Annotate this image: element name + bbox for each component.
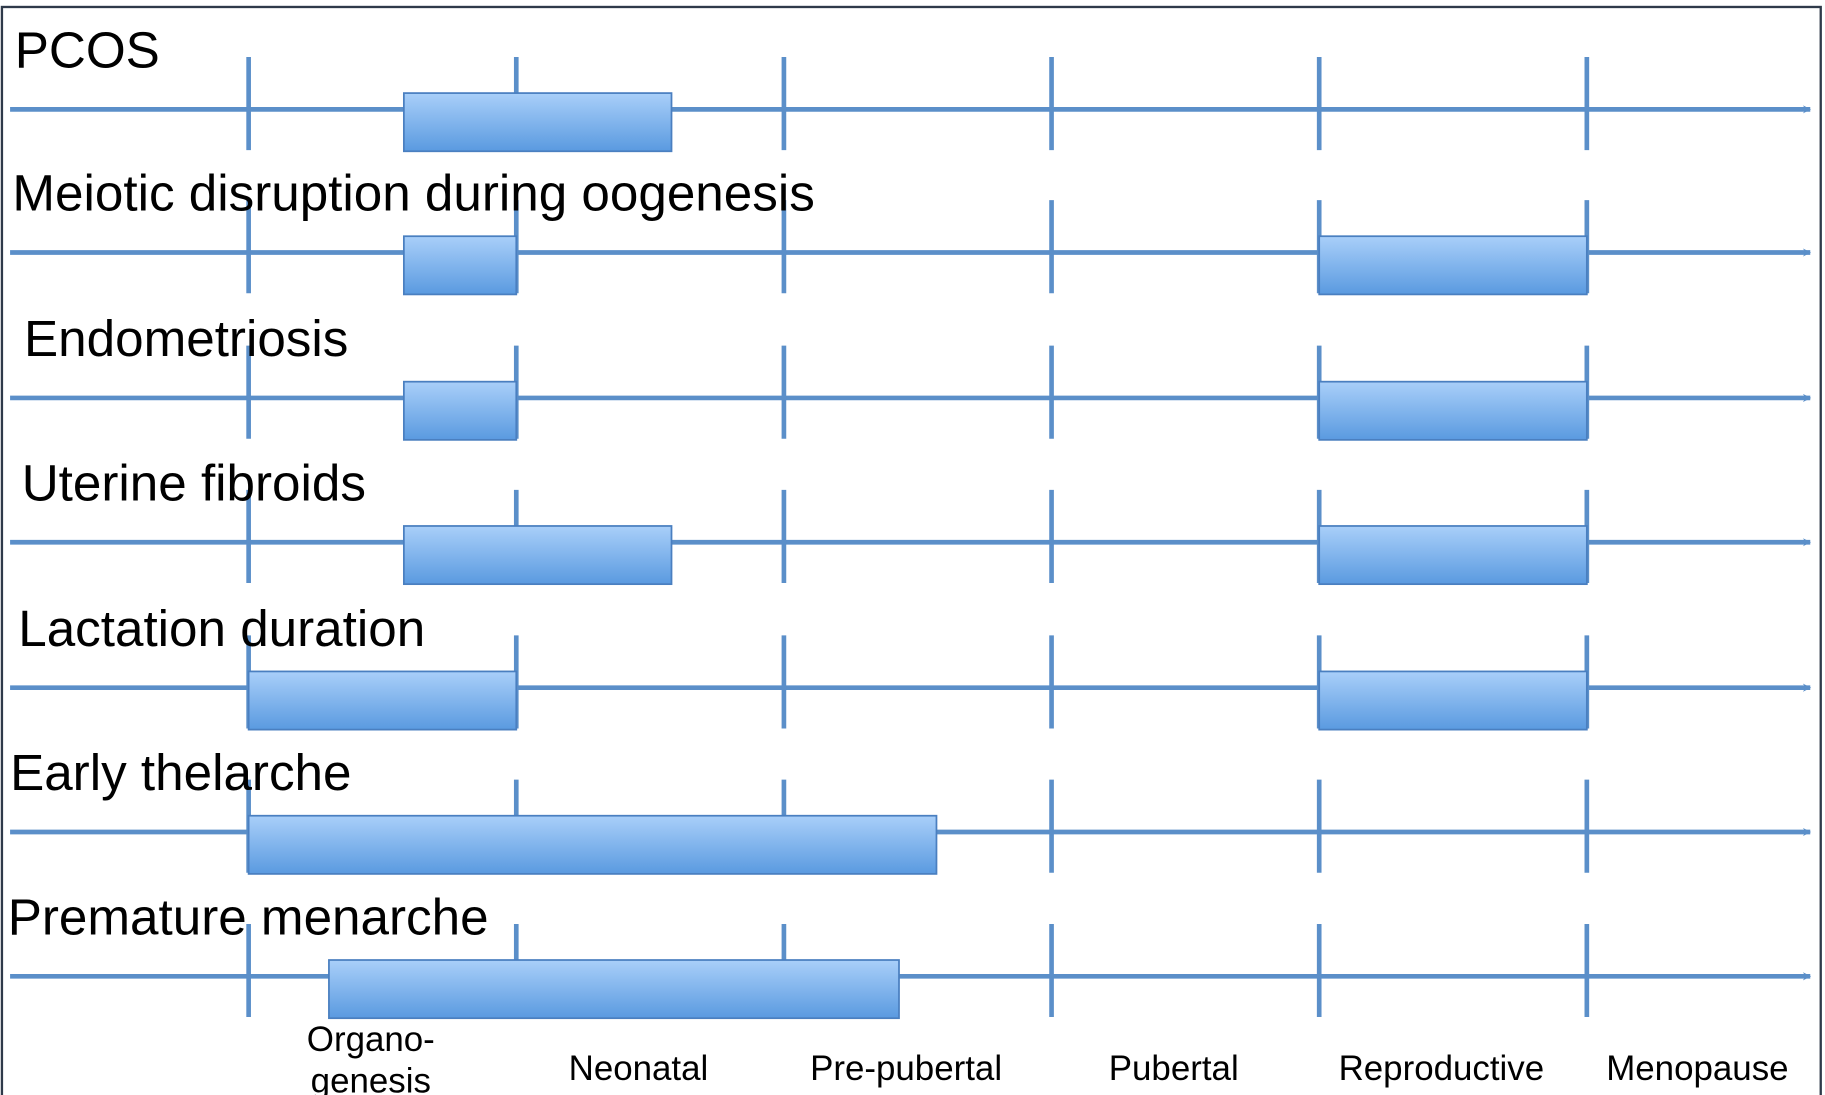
row-label: Premature menarche xyxy=(8,888,489,945)
exposure-bar xyxy=(1318,525,1588,586)
exposure-bar xyxy=(1318,670,1588,731)
exposure-bar xyxy=(402,380,518,441)
stage-label: Neonatal xyxy=(569,1049,709,1088)
row-label: Lactation duration xyxy=(18,600,425,657)
exposure-bar xyxy=(402,92,673,153)
stage-label: Organo- xyxy=(307,1020,435,1059)
row-label: Meiotic disruption during oogenesis xyxy=(12,165,814,222)
exposure-bar xyxy=(1318,380,1588,441)
stage-label: Pre-pubertal xyxy=(810,1049,1002,1088)
exposure-bar xyxy=(328,959,900,1020)
exposure-bar xyxy=(247,670,518,731)
exposure-bar xyxy=(247,814,938,875)
row-label: Uterine fibroids xyxy=(22,454,366,511)
row-label: Early thelarche xyxy=(10,744,351,801)
row-label: Endometriosis xyxy=(24,310,348,367)
exposure-bar xyxy=(1318,235,1588,296)
row-label: PCOS xyxy=(15,21,160,78)
stage-label: Menopause xyxy=(1606,1049,1788,1088)
frame xyxy=(0,5,1822,1095)
stage-label: genesis xyxy=(311,1062,431,1095)
stage-label: Reproductive xyxy=(1339,1049,1545,1088)
stage-label: Pubertal xyxy=(1109,1049,1239,1088)
exposure-bar xyxy=(402,235,518,296)
exposure-bar xyxy=(402,525,673,586)
